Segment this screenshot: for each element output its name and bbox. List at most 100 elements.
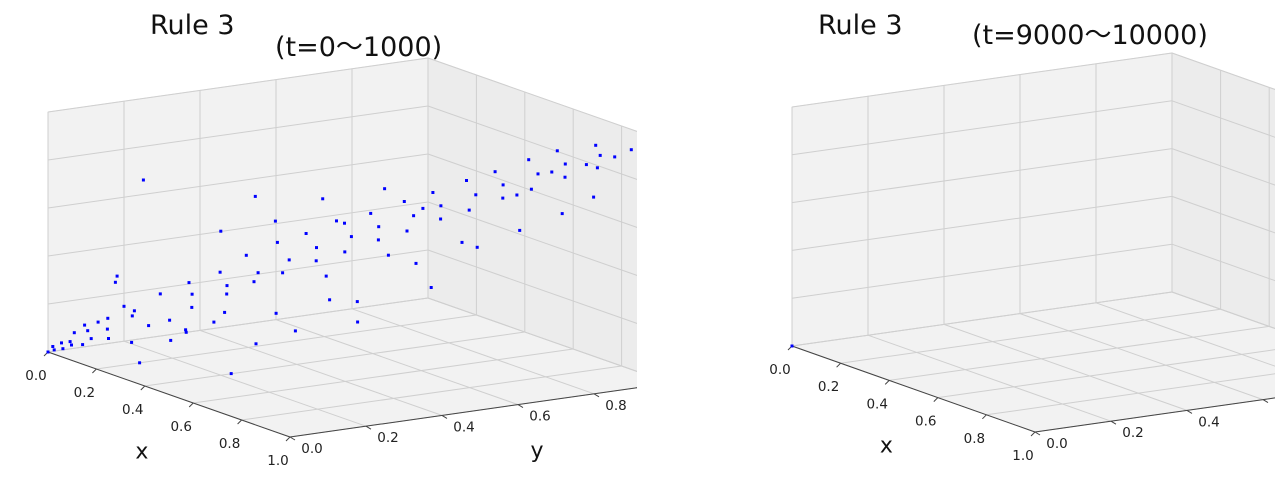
- y-tick-mark: [1186, 409, 1193, 414]
- data-point: [190, 305, 194, 309]
- gridline: [840, 308, 1221, 364]
- data-point: [335, 219, 338, 223]
- data-point: [274, 311, 278, 315]
- x-axis-line: [791, 345, 1036, 433]
- data-point: [629, 148, 633, 152]
- gridline: [96, 314, 477, 370]
- data-point: [515, 193, 519, 197]
- data-point: [141, 178, 145, 182]
- data-point: [130, 314, 134, 318]
- data-point: [592, 195, 596, 199]
- gridline: [889, 325, 1270, 381]
- data-point: [132, 309, 136, 313]
- data-point: [61, 347, 65, 351]
- data-point: [273, 219, 277, 223]
- data-point: [105, 327, 109, 331]
- data-point: [555, 149, 559, 153]
- data-point: [550, 170, 554, 174]
- gridline: [47, 105, 429, 161]
- gridlines: [47, 57, 637, 438]
- x-tick-mark: [285, 436, 291, 442]
- data-point: [252, 280, 256, 284]
- y-tick-label: 0.4: [1198, 414, 1219, 430]
- tick-labels: 0.00.00.00.20.20.20.40.40.40.60.60.60.80…: [769, 345, 1275, 464]
- x-tick-mark: [884, 380, 890, 385]
- x-tick-label: 0.0: [25, 368, 46, 384]
- data-point: [536, 172, 540, 176]
- data-point: [147, 324, 151, 328]
- y-tick-label: 0.4: [453, 419, 474, 435]
- gridline: [427, 249, 637, 324]
- data-point: [414, 261, 418, 265]
- gridline: [937, 349, 1275, 399]
- gridline: [1171, 148, 1275, 186]
- chart-title-range: (t=9000〜10000): [972, 20, 1208, 51]
- data-point: [72, 331, 76, 335]
- data-point: [138, 361, 142, 365]
- data-point: [218, 270, 222, 274]
- data-point: [412, 214, 416, 218]
- gridline: [47, 249, 429, 305]
- y-tick-mark: [1110, 420, 1117, 425]
- data-point: [465, 179, 468, 182]
- data-point: [89, 337, 93, 341]
- gridline: [427, 105, 637, 180]
- data-point: [314, 259, 318, 263]
- data-point: [594, 143, 598, 147]
- data-point: [429, 286, 433, 289]
- data-point: [595, 166, 599, 170]
- data-point: [315, 246, 318, 250]
- gridline: [47, 57, 429, 113]
- data-point: [439, 204, 443, 208]
- tick-labels: 0.00.00.00.20.20.20.40.40.40.60.60.60.80…: [25, 351, 627, 469]
- data-point: [184, 330, 188, 334]
- data-point: [304, 232, 308, 235]
- y-axis-line: [1034, 397, 1275, 433]
- data-point: [383, 187, 387, 191]
- gridline: [1095, 302, 1275, 367]
- gridline: [275, 319, 519, 406]
- data-point: [107, 337, 110, 340]
- data-point: [225, 292, 229, 296]
- chart-title-range: (t=0〜1000): [275, 32, 443, 63]
- gridline: [47, 201, 429, 257]
- data-point: [287, 258, 291, 262]
- x-tick-mark: [1030, 431, 1036, 437]
- data-point: [60, 341, 63, 345]
- y-tick-label: 0.6: [529, 409, 550, 425]
- gridline: [1019, 313, 1264, 401]
- x-tick-label: 0.6: [915, 414, 936, 430]
- x-tick-label: 0.8: [219, 436, 240, 452]
- data-point: [229, 372, 233, 376]
- scatter3d-plot: 0.00.00.00.20.20.20.40.40.40.60.60.60.80…: [25, 57, 637, 469]
- scatter3d-plot: 0.00.00.00.20.20.20.40.40.40.60.60.60.80…: [769, 52, 1275, 464]
- gridline: [241, 365, 622, 421]
- gridline: [427, 153, 637, 228]
- y-tick-label: 0.0: [1046, 436, 1067, 452]
- x-tick-mark: [836, 362, 841, 368]
- x-tick-label: 0.6: [170, 419, 191, 435]
- data-point: [256, 271, 260, 275]
- gridline: [1171, 195, 1275, 234]
- gridline: [791, 100, 1173, 156]
- chart-panel-right: Rule 3 (t=9000〜10000) 0.00.00.00.20.20.2…: [638, 0, 1275, 492]
- data-point: [377, 225, 381, 229]
- gridline: [791, 195, 1173, 251]
- data-point: [187, 281, 191, 285]
- y-axis-line: [289, 387, 637, 438]
- gridline: [1171, 52, 1275, 90]
- data-point: [343, 250, 347, 254]
- data-point: [190, 292, 194, 296]
- y-tick-label: 0.8: [605, 398, 626, 414]
- data-point: [460, 240, 464, 244]
- data-point: [281, 271, 285, 275]
- chart-panel-left: Rule 3 (t=0〜1000) 0.00.00.00.20.20.20.40…: [0, 0, 637, 492]
- data-point: [122, 304, 126, 308]
- data-point: [184, 328, 188, 332]
- data-point: [52, 348, 56, 352]
- data-point: [355, 300, 359, 304]
- axes-panes: [791, 52, 1275, 433]
- data-point: [70, 343, 73, 347]
- gridline: [144, 331, 525, 387]
- y-tick-mark: [593, 393, 600, 398]
